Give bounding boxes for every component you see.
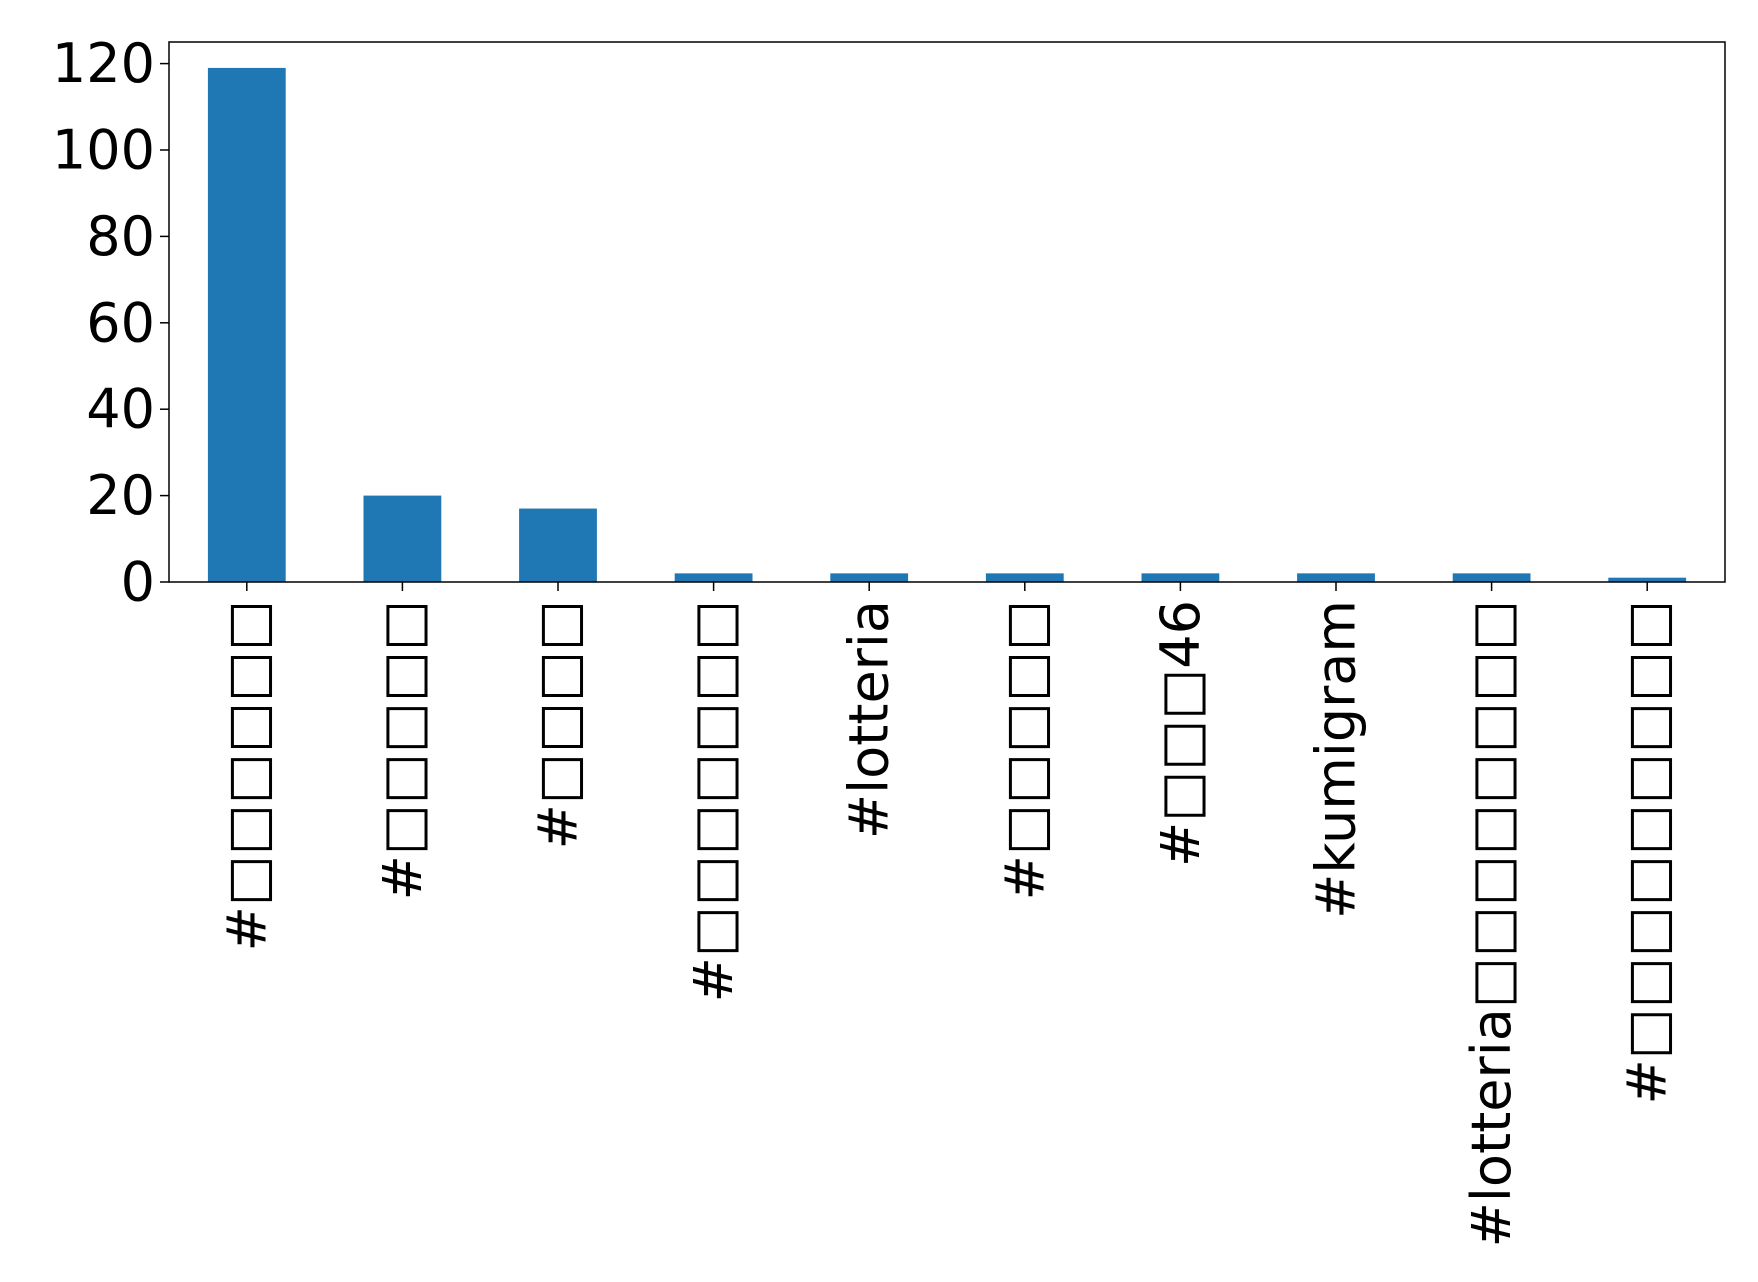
x-tick-label: #□□□□□ [993, 600, 1056, 900]
bar-4 [830, 573, 909, 582]
x-tick-label: #□□□□ [527, 600, 590, 849]
bar-3 [674, 573, 753, 582]
y-tick-label: 60 [86, 291, 155, 354]
x-axis-ticks: #□□□□□□ #□□□□□ #□□□□ #□□□□□□□ #lotteria #□□□□… [215, 582, 1679, 1247]
y-tick-label: 40 [86, 378, 155, 441]
y-tick-label: 100 [52, 119, 155, 182]
bar-6 [1141, 573, 1220, 582]
x-tick-label: #lotteria [838, 600, 901, 839]
bar-8 [1452, 573, 1531, 582]
y-axis-ticks: 0 20 40 60 80 100 120 [52, 32, 169, 614]
bar-2 [519, 508, 597, 582]
bar-9 [1608, 577, 1687, 582]
x-tick-label: #□□□□□□ [215, 600, 278, 951]
x-tick-label: #□□□□□ [371, 600, 434, 900]
x-tick-label: #lotteria□□□□□□□□ [1460, 600, 1523, 1247]
x-tick-label: #□□□46 [1149, 600, 1212, 867]
y-tick-label: 20 [86, 464, 155, 527]
bar-1 [363, 495, 442, 582]
bar-0 [207, 67, 286, 583]
x-tick-label: #□□□□□□□□□ [1616, 600, 1679, 1104]
bars-group [207, 67, 1687, 583]
y-tick-label: 0 [121, 551, 155, 614]
y-tick-label: 120 [52, 32, 155, 95]
bar-7 [1297, 573, 1375, 582]
y-tick-label: 80 [86, 205, 155, 268]
plot-frame [168, 41, 1726, 583]
bar-5 [985, 573, 1064, 582]
x-tick-label: #kumigram [1305, 600, 1368, 919]
x-tick-label: #□□□□□□□ [682, 600, 745, 1002]
